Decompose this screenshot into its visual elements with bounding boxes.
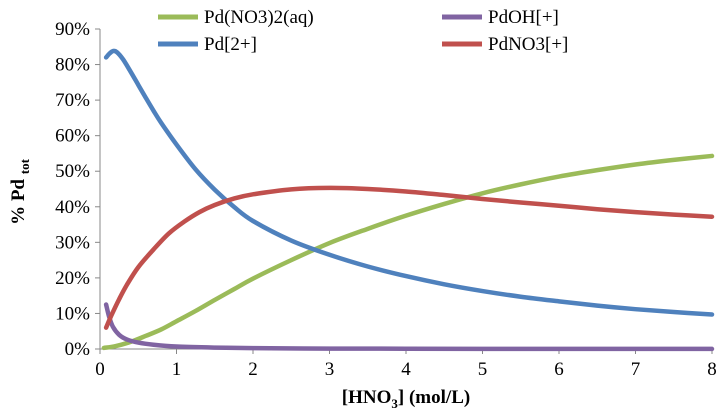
y-tick-label: 50% [55,161,90,182]
y-tick-label: 40% [55,197,90,218]
x-tick-label: 7 [631,359,641,380]
x-tick-label: 1 [172,359,182,380]
x-tick-label: 2 [248,359,258,380]
x-tick-label: 0 [95,359,105,380]
y-tick-label: 20% [55,268,90,289]
series-line-pd-no3-2-aq [101,153,715,351]
series-line-pd-2plus [103,48,715,317]
y-tick-label: 30% [55,232,90,253]
legend-label: PdOH[+] [488,7,559,28]
x-tick-label: 3 [325,359,335,380]
y-tick-label: 70% [55,90,90,111]
legend-label: Pd[2+] [204,34,257,55]
legend-label: PdNO3[+] [488,34,568,55]
y-tick-label: 60% [55,126,90,147]
axes [99,29,712,350]
x-ticks: 0 1 2 3 4 5 6 7 8 [95,349,717,380]
series-line-pd-oh-plus [103,302,715,352]
y-axis-title: % Pd tot [8,158,32,225]
x-tick-label: 5 [478,359,488,380]
y-tick-label: 10% [55,303,90,324]
y-tick-label: 0% [65,339,91,360]
legend: Pd(NO3)2(aq) PdOH[+] Pd[2+] PdNO3[+] [158,7,568,55]
y-tick-label: 80% [55,55,90,76]
x-tick-label: 8 [707,359,717,380]
y-ticks: 0% 10% 20% 30% 40% 50% 60% 70% 80% 90% [55,19,100,360]
series-lines [101,48,715,352]
y-tick-label: 90% [55,19,90,40]
series-line-pd-no3-plus [103,185,715,330]
x-tick-label: 6 [554,359,564,380]
x-tick-label: 4 [401,359,411,380]
x-axis-title: [HNO3] (mol/L) [342,387,470,409]
legend-label: Pd(NO3)2(aq) [204,7,314,28]
